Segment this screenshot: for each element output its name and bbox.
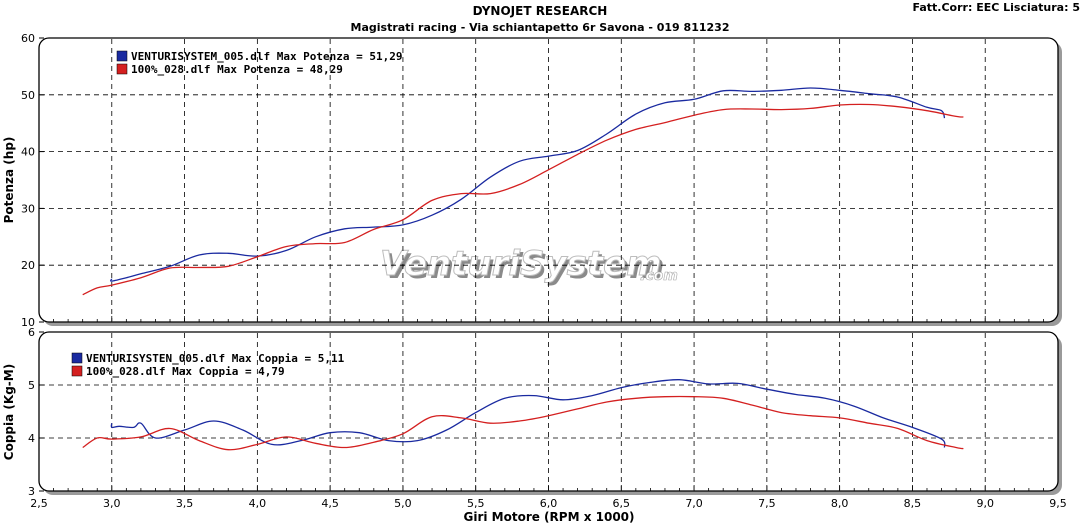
y-tick-label: 30 (21, 202, 35, 215)
x-tick-label: 7,0 (685, 497, 703, 510)
y-tick-label: 20 (21, 259, 35, 272)
power-curve-stock (82, 103, 964, 296)
legend-entry-stock-power: 100%_028.dlf Max Potenza = 48,29 (131, 63, 343, 76)
x-tick-label: 4,5 (321, 497, 339, 510)
grid-lines (40, 39, 1057, 490)
report-subtitle: Magistrati racing - Via schiantapetto 6r… (351, 21, 730, 34)
data-series (82, 87, 964, 451)
x-tick-label: 9,0 (976, 497, 994, 510)
y-tick-label: 6 (28, 326, 35, 339)
legend-entry-venturi-torque: VENTURISYSTEN_005.dlf Max Coppia = 5,11 (86, 352, 345, 365)
y-tick-label: 5 (28, 379, 35, 392)
y-tick-label: 40 (21, 146, 35, 159)
correction-info: Fatt.Corr: EEC Lisciatura: 5 (913, 1, 1081, 14)
venturisystem-watermark: VenturiSystem VenturiSystem .com (380, 244, 679, 288)
legend-entry-venturi-power: VENTURISYSTEM_005.dlf Max Potenza = 51,2… (131, 50, 403, 63)
torque-curve-venturi (110, 379, 946, 448)
watermark-logo-shadow: VenturiSystem (383, 247, 665, 287)
x-tick-label: 9,5 (1049, 497, 1067, 510)
x-tick-label: 6,5 (613, 497, 631, 510)
power-axis-label: Potenza (hp) (2, 137, 16, 224)
torque-axis-label: Coppia (Kg-M) (2, 364, 16, 460)
x-tick-label: 4,0 (249, 497, 267, 510)
legend-entry-stock-torque: 100%_028.dlf Max Coppia = 4,79 (86, 365, 285, 378)
x-tick-label: 5,5 (467, 497, 485, 510)
power-curve-venturi (110, 87, 946, 282)
x-tick-label: 3,5 (176, 497, 194, 510)
y-tick-label: 50 (21, 89, 35, 102)
x-tick-label: 2,5 (30, 497, 48, 510)
legend-swatch-red (71, 365, 83, 377)
y-tick-label: 4 (28, 432, 35, 445)
rpm-axis-label: Giri Motore (RPM x 1000) (463, 510, 634, 524)
power-legend: VENTURISYSTEM_005.dlf Max Potenza = 51,2… (116, 50, 403, 76)
x-tick-label: 5,0 (394, 497, 412, 510)
x-tick-label: 8,5 (904, 497, 922, 510)
legend-swatch-blue (116, 50, 128, 62)
legend-swatch-blue (71, 352, 83, 364)
watermark-logo: VenturiSystem (380, 244, 662, 284)
x-tick-label: 3,0 (103, 497, 121, 510)
torque-curve-stock (82, 395, 964, 451)
torque-legend: VENTURISYSTEN_005.dlf Max Coppia = 5,11 … (71, 352, 345, 378)
watermark-suffix: .com (640, 268, 678, 284)
report-title: DYNOJET RESEARCH (473, 4, 608, 18)
x-tick-label: 7,5 (758, 497, 776, 510)
x-tick-label: 6,0 (540, 497, 558, 510)
axis-ticks: 10 20 30 40 50 60 3 4 5 6 2,5 3,0 3,5 4,0 4,5 5,0 5,5 6,0… (21, 32, 1067, 510)
y-tick-label: 60 (21, 32, 35, 45)
legend-swatch-red (116, 63, 128, 75)
y-tick-label: 10 (21, 316, 35, 329)
y-tick-label: 3 (28, 485, 35, 498)
x-tick-label: 8,0 (831, 497, 849, 510)
